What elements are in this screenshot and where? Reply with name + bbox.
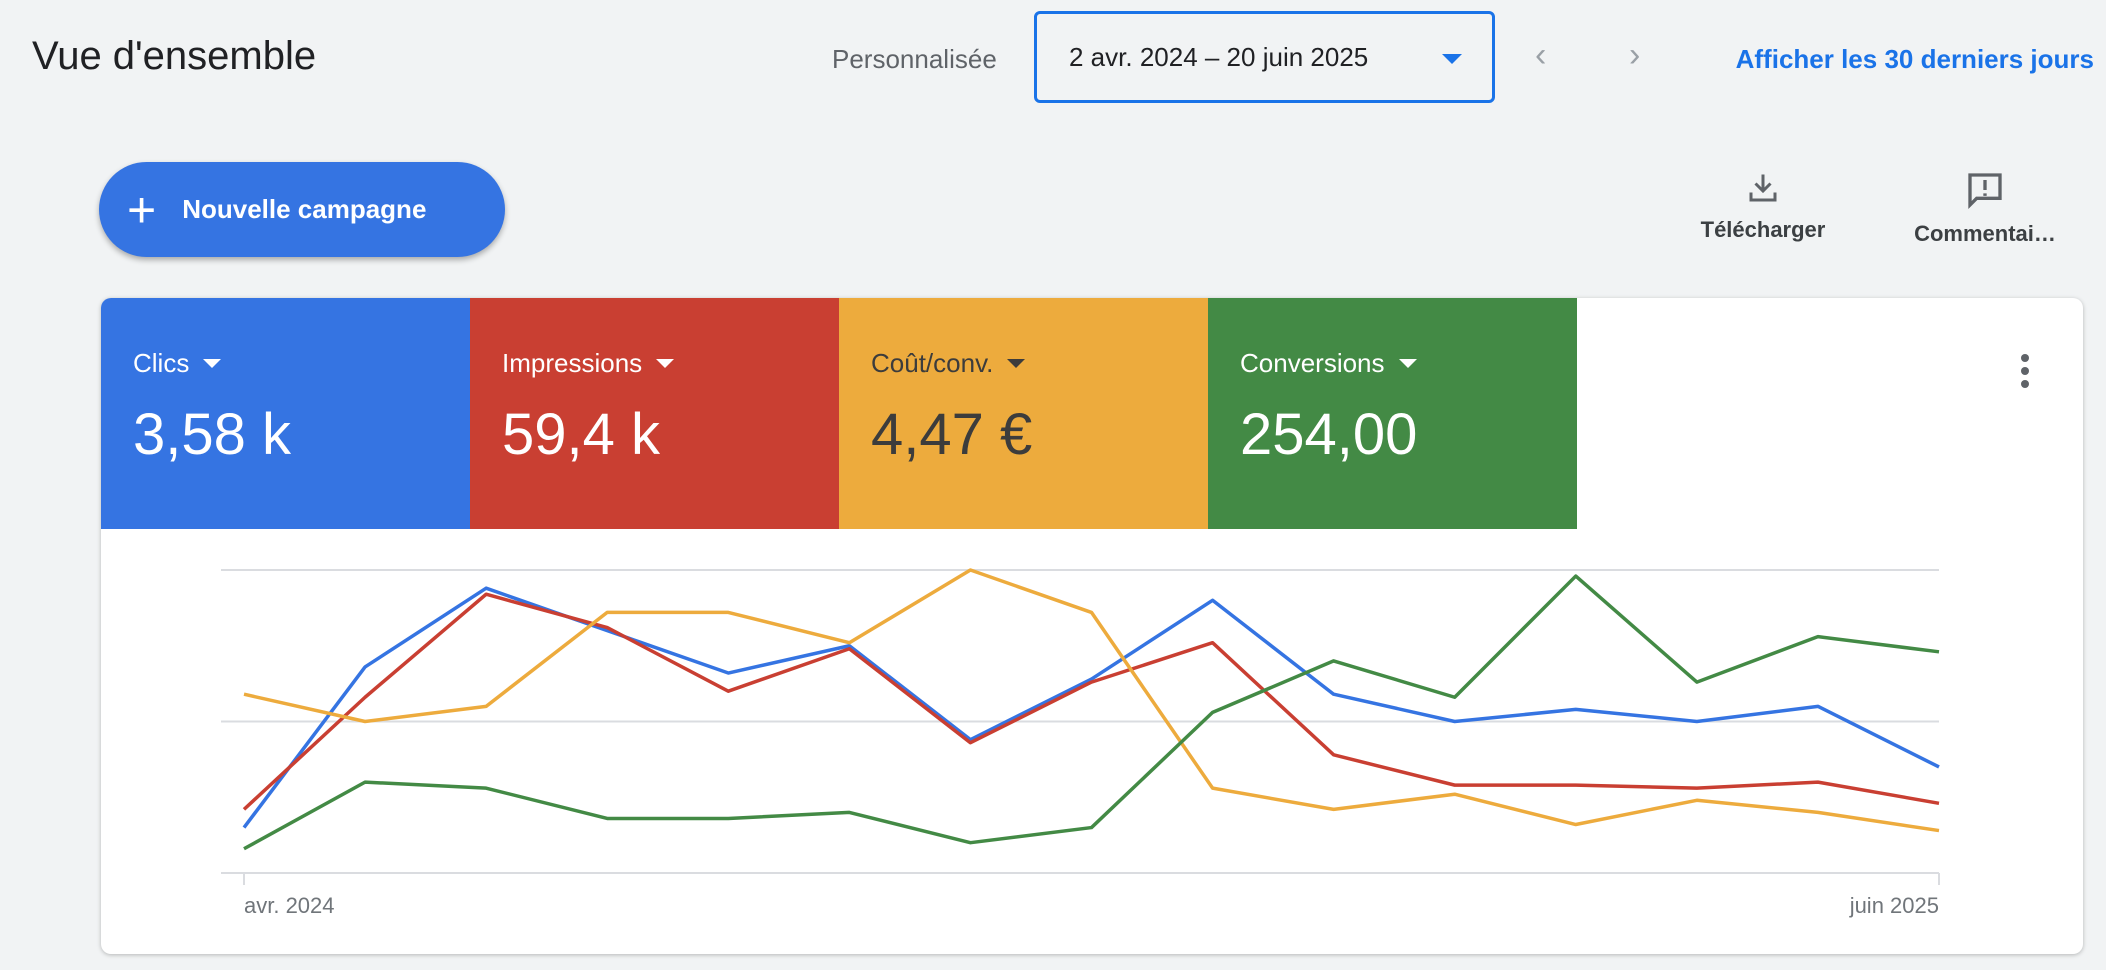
series-line-Coût/conv. bbox=[243, 568, 1940, 833]
feedback-button[interactable]: Commentai… bbox=[1905, 170, 2065, 247]
metric-value: 59,4 k bbox=[502, 402, 660, 467]
x-tick-label: avr. 2024 bbox=[244, 893, 335, 918]
feedback-label: Commentai… bbox=[1914, 221, 2056, 246]
performance-card: avr. 2024 juin 2025 Clics 3,58 k Impression… bbox=[101, 298, 2083, 954]
next-period-chevron-icon[interactable]: › bbox=[1629, 36, 1641, 74]
dropdown-arrow-icon bbox=[1007, 359, 1026, 368]
dropdown-arrow-icon bbox=[656, 359, 675, 368]
range-type-label: Personnalisée bbox=[832, 44, 997, 74]
series-line-Clics bbox=[242, 586, 1940, 829]
metric-tile-2[interactable]: Coût/conv. 4,47 € bbox=[839, 298, 1208, 529]
metric-label: Clics bbox=[133, 348, 190, 378]
new-campaign-button[interactable]: + Nouvelle campagne bbox=[99, 162, 505, 257]
metric-value: 4,47 € bbox=[871, 402, 1033, 467]
metric-tile-3[interactable]: Conversions 254,00 bbox=[1208, 298, 1577, 529]
metric-tile-0[interactable]: Clics 3,58 k bbox=[101, 298, 470, 529]
date-range-dropdown[interactable]: 2 avr. 2024 – 20 juin 2025 bbox=[1034, 11, 1495, 103]
download-label: Télécharger bbox=[1700, 217, 1826, 242]
metric-tile-1[interactable]: Impressions 59,4 k bbox=[470, 298, 839, 529]
feedback-icon bbox=[1968, 173, 2002, 210]
dropdown-arrow-icon bbox=[1442, 54, 1462, 64]
new-campaign-label: Nouvelle campagne bbox=[182, 194, 427, 224]
metric-label: Coût/conv. bbox=[871, 348, 994, 378]
download-icon bbox=[1749, 174, 1777, 202]
series-line-Conversions bbox=[243, 574, 1940, 851]
last-30-days-link[interactable]: Afficher les 30 derniers jours bbox=[1735, 44, 2094, 74]
previous-period-chevron-icon[interactable]: ‹ bbox=[1535, 36, 1547, 74]
dropdown-arrow-icon bbox=[1398, 359, 1417, 368]
date-range-value: 2 avr. 2024 – 20 juin 2025 bbox=[1069, 41, 1369, 72]
plus-icon: + bbox=[127, 181, 157, 238]
metric-label: Conversions bbox=[1240, 348, 1385, 378]
dropdown-arrow-icon bbox=[203, 359, 222, 368]
performance-chart: avr. 2024 juin 2025 bbox=[221, 568, 1940, 918]
page-title: Vue d'ensemble bbox=[32, 34, 317, 78]
series-line-Impressions bbox=[242, 592, 1940, 811]
metric-value: 3,58 k bbox=[133, 402, 291, 467]
metric-value: 254,00 bbox=[1240, 402, 1418, 467]
more-options-icon[interactable] bbox=[2021, 354, 2031, 393]
x-tick-label: juin 2025 bbox=[1849, 893, 1939, 918]
download-button[interactable]: Télécharger bbox=[1690, 170, 1836, 243]
metric-label: Impressions bbox=[502, 348, 643, 378]
